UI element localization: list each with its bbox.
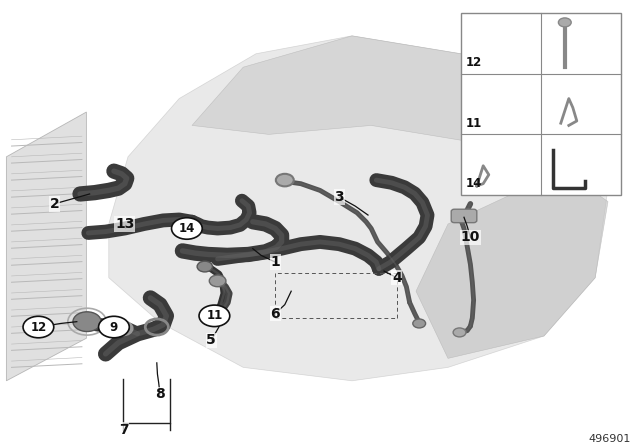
Text: 10: 10 xyxy=(461,230,480,245)
Circle shape xyxy=(23,316,54,338)
Polygon shape xyxy=(416,170,608,358)
Text: 4: 4 xyxy=(392,271,402,285)
Text: 11: 11 xyxy=(206,309,223,323)
FancyBboxPatch shape xyxy=(451,209,477,223)
Text: 13: 13 xyxy=(115,217,134,231)
Circle shape xyxy=(209,275,226,287)
Circle shape xyxy=(172,218,202,239)
Text: 6: 6 xyxy=(270,306,280,321)
Polygon shape xyxy=(192,36,525,143)
Text: 3: 3 xyxy=(334,190,344,204)
Polygon shape xyxy=(109,36,608,381)
Circle shape xyxy=(276,174,294,186)
Text: 14: 14 xyxy=(466,177,483,190)
Text: 11: 11 xyxy=(466,117,482,130)
Text: 5: 5 xyxy=(206,333,216,348)
Circle shape xyxy=(413,319,426,328)
Circle shape xyxy=(197,261,212,272)
Bar xyxy=(461,13,621,195)
Text: 14: 14 xyxy=(179,222,195,235)
Text: 7: 7 xyxy=(118,423,129,437)
Circle shape xyxy=(453,328,466,337)
Text: 12: 12 xyxy=(30,320,47,334)
Circle shape xyxy=(99,316,129,338)
Polygon shape xyxy=(6,112,86,381)
Text: 12: 12 xyxy=(466,56,482,69)
Text: 2: 2 xyxy=(49,197,60,211)
Circle shape xyxy=(558,18,571,27)
Circle shape xyxy=(73,312,101,332)
Text: 8: 8 xyxy=(155,387,165,401)
Text: 1: 1 xyxy=(270,255,280,269)
Circle shape xyxy=(175,218,198,234)
Text: 496901: 496901 xyxy=(588,435,630,444)
Text: 9: 9 xyxy=(110,320,118,334)
Circle shape xyxy=(199,305,230,327)
